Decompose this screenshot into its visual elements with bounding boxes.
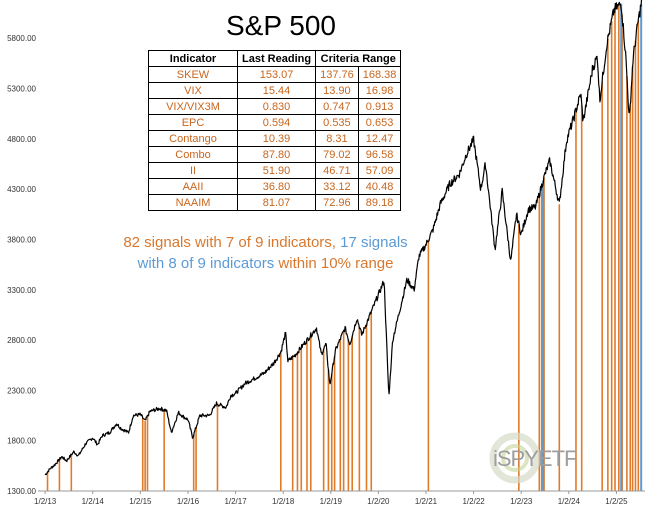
- chart-title: S&P 500: [225, 10, 337, 41]
- cell-range-low: 46.71: [315, 162, 359, 179]
- cell-range-high: 0.913: [357, 98, 402, 115]
- cell-indicator: NAAIM: [148, 194, 238, 211]
- x-tick-label: 1/2/17: [224, 497, 247, 506]
- criteria-table: Indicator Last Reading Criteria Range SK…: [148, 50, 402, 211]
- cell-range-low: 0.535: [315, 114, 359, 131]
- cell-range-high: 89.18: [357, 194, 402, 211]
- y-tick-label: 4800.00: [7, 135, 36, 144]
- cell-range-low: 79.02: [315, 146, 359, 163]
- cell-range-low: 0.747: [315, 98, 359, 115]
- cell-indicator: EPC: [148, 114, 238, 131]
- sp500-price-line: [44, 0, 643, 476]
- cell-last-reading: 10.39: [236, 130, 317, 147]
- x-tick-label: 1/2/21: [415, 497, 438, 506]
- cell-indicator: II: [148, 162, 238, 179]
- x-tick-label: 1/2/24: [558, 497, 581, 506]
- x-tick-label: 1/2/22: [462, 497, 485, 506]
- cell-range-low: 137.76: [315, 66, 359, 83]
- annotation-seven-of-nine: 82 signals with 7 of 9 indicators,: [123, 234, 336, 251]
- y-tick-label: 4300.00: [7, 185, 36, 194]
- cell-indicator: Combo: [148, 146, 238, 163]
- ispyetf-logo: iSPYETF: [485, 428, 577, 488]
- cell-last-reading: 0.594: [236, 114, 317, 131]
- table-row: VIX 15.44 13.90 16.98: [148, 82, 402, 99]
- y-tick-label: 5300.00: [7, 85, 36, 94]
- cell-range-low: 13.90: [315, 82, 359, 99]
- y-tick-label: 1800.00: [7, 437, 36, 446]
- annotation-eight-of-nine: 17 signals with 8 of 9 indicators: [137, 234, 408, 272]
- x-tick-label: 1/2/13: [34, 497, 57, 506]
- cell-last-reading: 87.80: [236, 146, 317, 163]
- signal-lines: [46, 3, 643, 491]
- logo-swirl-icon: [489, 432, 541, 484]
- table-row: VIX/VIX3M 0.830 0.747 0.913: [148, 98, 402, 115]
- cell-last-reading: 36.80: [236, 178, 317, 195]
- cell-range-high: 12.47: [357, 130, 402, 147]
- y-tick-label: 1300.00: [7, 487, 36, 496]
- cell-range-high: 0.653: [357, 114, 402, 131]
- x-tick-label: 1/2/18: [272, 497, 295, 506]
- x-tick-label: 1/2/20: [367, 497, 390, 506]
- cell-range-low: 8.31: [315, 130, 359, 147]
- cell-indicator: SKEW: [148, 66, 238, 83]
- table-header-row: Indicator Last Reading Criteria Range: [148, 50, 402, 67]
- table-row: EPC 0.594 0.535 0.653: [148, 114, 402, 131]
- cell-last-reading: 15.44: [236, 82, 317, 99]
- y-tick-label: 3800.00: [7, 235, 36, 244]
- header-indicator: Indicator: [148, 50, 238, 67]
- axes: 1300.00 1800.00 2300.00 2800.00 3300.00 3800.…: [7, 34, 645, 506]
- price-series: [44, 0, 643, 476]
- cell-range-high: 16.98: [357, 82, 402, 99]
- y-tick-label: 2800.00: [7, 336, 36, 345]
- cell-range-low: 33.12: [315, 178, 359, 195]
- x-tick-label: 1/2/19: [320, 497, 343, 506]
- y-tick-label: 3300.00: [7, 286, 36, 295]
- table-body: SKEW 153.07 137.76 168.38 VIX 15.44 13.90 16.98…: [148, 66, 402, 211]
- x-tick-label: 1/2/16: [177, 497, 200, 506]
- cell-indicator: AAII: [148, 178, 238, 195]
- logo-text: iSPYETF: [493, 446, 577, 471]
- cell-range-high: 57.09: [357, 162, 402, 179]
- x-tick-label: 1/2/15: [129, 497, 152, 506]
- table-row: Combo 87.80 79.02 96.58: [148, 146, 402, 163]
- cell-indicator: VIX: [148, 82, 238, 99]
- cell-indicator: VIX/VIX3M: [148, 98, 238, 115]
- cell-last-reading: 51.90: [236, 162, 317, 179]
- x-tick-label: 1/2/25: [605, 497, 628, 506]
- table-row: II 51.90 46.71 57.09: [148, 162, 402, 179]
- cell-range-low: 72.96: [315, 194, 359, 211]
- y-tick-label: 2300.00: [7, 386, 36, 395]
- signals-annotation: 82 signals with 7 of 9 indicators, 17 si…: [118, 232, 413, 274]
- cell-last-reading: 81.07: [236, 194, 317, 211]
- table-row: AAII 36.80 33.12 40.48: [148, 178, 402, 195]
- header-last-reading: Last Reading: [236, 50, 317, 67]
- y-tick-label: 5800.00: [7, 34, 36, 43]
- cell-range-high: 168.38: [357, 66, 402, 83]
- cell-last-reading: 153.07: [236, 66, 317, 83]
- annotation-range: within 10% range: [274, 255, 394, 272]
- table-row: SKEW 153.07 137.76 168.38: [148, 66, 402, 83]
- table-row: Contango 10.39 8.31 12.47: [148, 130, 402, 147]
- cell-last-reading: 0.830: [236, 98, 317, 115]
- table-row: NAAIM 81.07 72.96 89.18: [148, 194, 402, 211]
- header-criteria-range: Criteria Range: [315, 50, 402, 67]
- x-tick-label: 1/2/23: [510, 497, 533, 506]
- x-tick-label: 1/2/14: [82, 497, 105, 506]
- cell-indicator: Contango: [148, 130, 238, 147]
- cell-range-high: 96.58: [357, 146, 402, 163]
- cell-range-high: 40.48: [357, 178, 402, 195]
